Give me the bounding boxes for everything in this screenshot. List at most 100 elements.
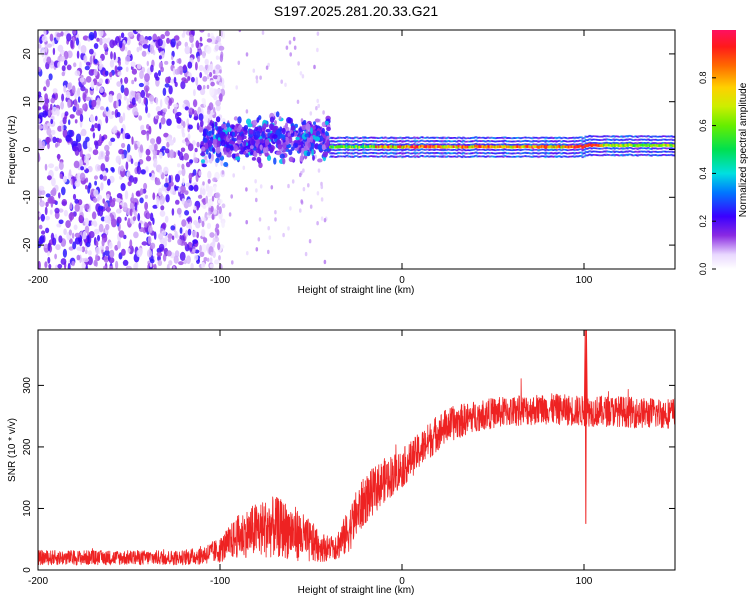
heatmap-cell <box>204 64 209 70</box>
heatmap-cell <box>163 132 169 138</box>
heatmap-cell <box>237 60 241 65</box>
heatmap-cell <box>294 123 299 128</box>
heatmap-cell <box>287 132 291 138</box>
heatmap-cell <box>131 79 135 85</box>
heatmap-cell <box>276 151 281 156</box>
heatmap-cell <box>580 151 583 154</box>
heatmap-cell <box>74 203 80 212</box>
heatmap-cell <box>647 153 650 156</box>
heatmap-cell <box>475 148 478 150</box>
heatmap-cell <box>255 130 261 139</box>
colorbar-ticks: 0.00.20.40.60.8 <box>698 72 716 275</box>
heatmap-cell <box>88 99 93 109</box>
heatmap-cell <box>192 248 196 253</box>
heatmap-cell <box>612 150 615 152</box>
heatmap-cell <box>63 85 67 93</box>
heatmap-cell <box>145 148 151 156</box>
heatmap-cell <box>221 220 225 228</box>
heatmap-cell <box>650 139 653 142</box>
heatmap-cell <box>52 47 56 56</box>
heatmap-cell <box>232 131 236 137</box>
heatmap-cell <box>229 124 236 130</box>
heatmap-cell <box>212 75 219 80</box>
heatmap-cell <box>124 216 127 221</box>
heatmap-cell <box>416 136 419 139</box>
heatmap-cell <box>264 139 270 146</box>
heatmap-cell <box>193 110 198 118</box>
heatmap-cell <box>158 55 162 60</box>
heatmap-cell <box>172 265 176 269</box>
figure-title: S197.2025.281.20.33.G21 <box>274 3 438 19</box>
snr-spike <box>583 330 588 524</box>
heatmap-cell <box>317 144 323 150</box>
heatmap-cell <box>145 105 148 114</box>
heatmap-cell <box>120 84 125 94</box>
heatmap-cell <box>193 254 199 261</box>
heatmap-cell <box>92 211 97 220</box>
heatmap-cell <box>209 257 213 264</box>
heatmap-cell <box>186 199 193 207</box>
heatmap-cell <box>202 204 207 210</box>
heatmap-cell <box>39 235 45 244</box>
heatmap-cell <box>189 247 193 252</box>
heatmap-cell <box>155 76 160 81</box>
heatmap-cell <box>266 155 272 161</box>
heatmap-cell <box>673 139 675 142</box>
heatmap-cell <box>670 147 673 149</box>
spectrogram-cells <box>38 30 675 269</box>
heatmap-cell <box>153 158 158 166</box>
heatmap-cell <box>212 138 218 145</box>
heatmap-cell <box>102 175 108 181</box>
heatmap-cell <box>176 124 183 129</box>
heatmap-cell <box>250 151 253 155</box>
heatmap-cell <box>49 209 53 215</box>
heatmap-cell <box>51 106 58 116</box>
heatmap-cell <box>70 138 73 145</box>
heatmap-cell <box>206 213 212 219</box>
heatmap-cell <box>456 149 459 152</box>
heatmap-cell <box>215 55 219 60</box>
heatmap-cell <box>254 197 258 203</box>
heatmap-cell <box>620 135 623 137</box>
heatmap-cell <box>189 34 194 43</box>
heatmap-cell <box>183 153 189 161</box>
heatmap-cell <box>83 155 89 164</box>
heatmap-cell <box>315 130 321 137</box>
heatmap-cell <box>200 159 206 164</box>
x-tick-label: 100 <box>576 275 593 286</box>
heatmap-cell <box>133 263 137 269</box>
heatmap-cell <box>344 137 347 139</box>
heatmap-cell <box>85 177 89 183</box>
heatmap-cell <box>108 94 114 103</box>
heatmap-cell <box>142 44 149 49</box>
heatmap-cell <box>41 230 46 235</box>
heatmap-cell <box>167 237 172 243</box>
heatmap-cell <box>179 227 183 234</box>
heatmap-cell <box>309 204 313 209</box>
heatmap-cell <box>127 217 131 225</box>
heatmap-cell <box>311 149 314 157</box>
heatmap-cell <box>531 149 534 152</box>
heatmap-cell <box>48 263 52 269</box>
heatmap-cell <box>79 158 83 167</box>
heatmap-cell <box>45 78 50 88</box>
heatmap-cell <box>58 161 64 170</box>
snr-line <box>38 378 675 566</box>
heatmap-cell <box>322 151 328 158</box>
heatmap-cell <box>76 50 80 59</box>
heatmap-cell <box>135 190 141 197</box>
heatmap-cell <box>190 76 195 83</box>
heatmap-cell <box>91 220 94 226</box>
heatmap-cell <box>501 152 504 154</box>
heatmap-cell <box>312 155 315 161</box>
heatmap-cell <box>207 178 211 184</box>
heatmap-cell <box>138 115 143 121</box>
heatmap-cell <box>197 84 202 91</box>
heatmap-cell <box>200 119 204 127</box>
heatmap-cell <box>206 131 212 137</box>
heatmap-cell <box>181 132 186 138</box>
heatmap-cell <box>231 260 234 265</box>
heatmap-cell <box>326 139 330 145</box>
heatmap-cell <box>182 177 185 185</box>
heatmap-cell <box>362 143 365 145</box>
